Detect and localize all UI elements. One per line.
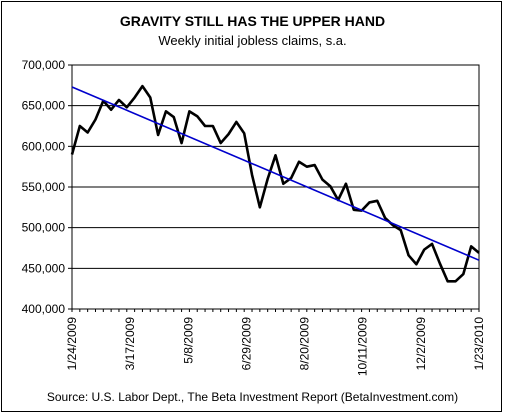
x-tick-label: 10/11/2009 (356, 317, 370, 376)
x-tick-label: 5/8/2009 (181, 317, 195, 364)
trend-line (71, 86, 480, 261)
trend-layer (71, 86, 480, 261)
x-tick-label: 1/24/2009 (65, 317, 79, 371)
y-tick-label: 700,000 (22, 58, 66, 72)
x-tick-label: 12/2/2009 (414, 317, 428, 371)
chart-subtitle: Weekly initial jobless claims, s.a. (158, 33, 347, 48)
y-tick-label: 550,000 (22, 180, 66, 194)
y-tick-label: 500,000 (22, 221, 66, 235)
claims-series-line (70, 84, 480, 283)
y-tick-label: 450,000 (22, 261, 66, 275)
axes: 400,000 450,000 500,000 550,000 600,000 650,0… (22, 58, 486, 376)
x-tick-label: 1/23/2010 (472, 317, 486, 371)
x-tick-label: 3/17/2009 (123, 317, 137, 371)
y-tick-label: 600,000 (22, 139, 66, 153)
chart-source: Source: U.S. Labor Dept., The Beta Inves… (46, 390, 459, 404)
y-tick-label: 650,000 (22, 99, 66, 113)
chart-title: GRAVITY STILL HAS THE UPPER HAND (119, 13, 386, 29)
y-tick-label: 400,000 (22, 302, 66, 316)
series-layer (70, 84, 480, 283)
grid-lines (72, 64, 479, 310)
x-tick-label: 6/29/2009 (239, 317, 253, 371)
x-tick-label: 8/20/2009 (298, 317, 312, 371)
